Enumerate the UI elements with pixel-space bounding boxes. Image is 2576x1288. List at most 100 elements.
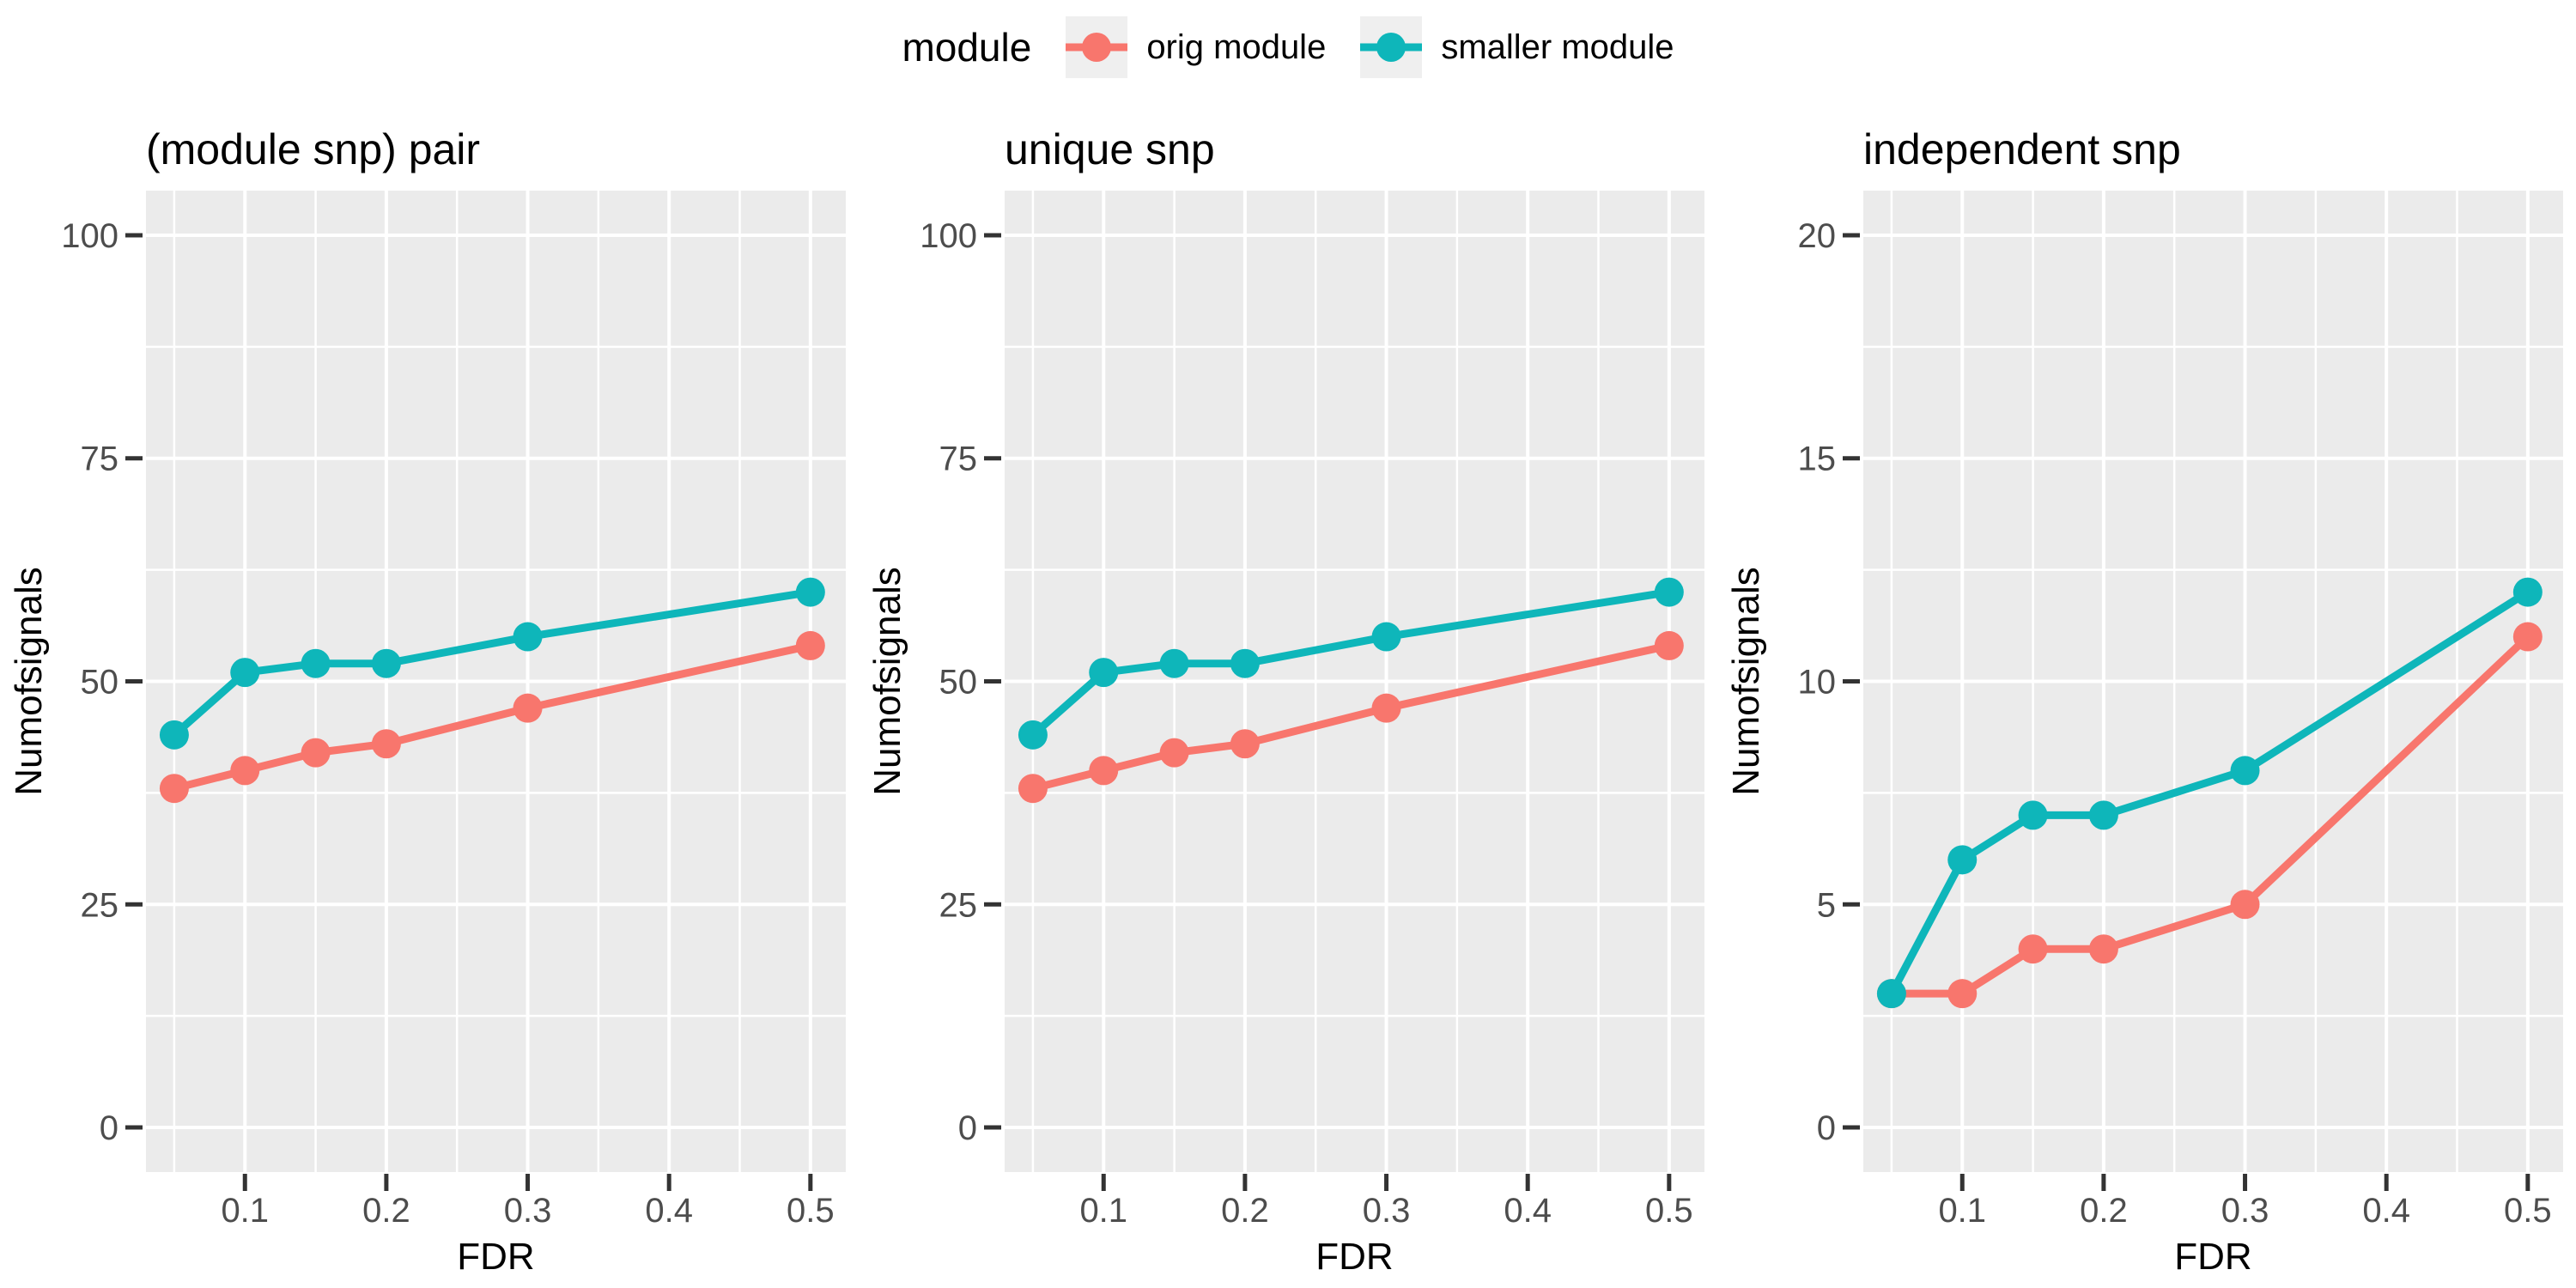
chart-independent-snp: independent snp 0 5 10 15 20 0.1 0.2 0.3 0.4 0.5 FD… [1725, 125, 2563, 1278]
series-orig-module [159, 630, 825, 804]
axis-ticks: 0 5 10 15 20 0.1 0.2 0.3 0.4 0.5 [1798, 217, 2552, 1230]
x-tick-label: 0.4 [2362, 1192, 2410, 1230]
data-point [1230, 729, 1260, 759]
y-tick-label: 10 [1798, 664, 1837, 702]
legend-key-orig-module [1066, 16, 1128, 78]
data-point [2088, 800, 2118, 830]
x-tick-label: 0.3 [504, 1192, 552, 1230]
data-point [1089, 658, 1119, 688]
data-point [1089, 756, 1119, 786]
y-tick-label: 50 [939, 664, 978, 702]
major-gridlines [1005, 191, 1704, 1172]
panel-title: (module snp) pair [146, 125, 480, 173]
data-point [1371, 693, 1401, 723]
panel-title: independent snp [1863, 125, 2181, 173]
major-gridlines [146, 191, 846, 1172]
x-axis-title: FDR [1315, 1236, 1393, 1278]
x-tick-label: 0.1 [221, 1192, 269, 1230]
data-point [1654, 577, 1684, 607]
data-point [2088, 934, 2118, 964]
data-point [301, 648, 331, 678]
data-point [1230, 648, 1260, 678]
chart-unique-snp: unique snp 0 25 50 75 100 0.1 0.2 0.3 0.4 0.5 FDR Nu… [866, 125, 1704, 1278]
data-point [795, 577, 825, 607]
x-tick-label: 0.2 [362, 1192, 410, 1230]
data-point [2230, 756, 2260, 786]
x-axis-title: FDR [2174, 1236, 2251, 1278]
panel-unique-snp: unique snp 0 25 50 75 100 0.1 0.2 0.3 0.4 0.5 FDR Nu… [859, 94, 1717, 1288]
x-tick-label: 0.4 [1504, 1192, 1552, 1230]
data-point [1018, 720, 1048, 750]
x-tick-label: 0.5 [2504, 1192, 2552, 1230]
panel-independent-snp: independent snp 0 5 10 15 20 0.1 0.2 0.3 0.4 0.5 FD… [1717, 94, 2576, 1288]
x-axis-title: FDR [457, 1236, 534, 1278]
data-point [2230, 890, 2260, 920]
y-tick-label: 0 [1817, 1109, 1836, 1147]
legend-key-smaller-module [1360, 16, 1423, 78]
legend-glyph-line-point-icon [1360, 33, 1423, 62]
data-point [1018, 774, 1048, 804]
data-point [1159, 648, 1189, 678]
legend-glyph-line-point-icon [1066, 33, 1128, 62]
data-point [301, 738, 331, 768]
data-point [159, 774, 189, 804]
y-tick-label: 100 [61, 217, 118, 255]
y-tick-label: 5 [1817, 886, 1836, 924]
data-point [371, 648, 401, 678]
data-point [1371, 622, 1401, 652]
data-point [795, 630, 825, 660]
data-point [1947, 979, 1978, 1009]
y-tick-label: 20 [1798, 217, 1837, 255]
series-smaller-module [1018, 577, 1684, 750]
axis-ticks: 0 25 50 75 100 0.1 0.2 0.3 0.4 0.5 [61, 217, 834, 1230]
y-tick-label: 25 [81, 886, 119, 924]
y-axis-title: Numofsignals [1725, 567, 1767, 796]
legend-key-point [1376, 33, 1406, 62]
data-point [1159, 738, 1189, 768]
y-tick-label: 0 [958, 1109, 977, 1147]
y-tick-label: 75 [939, 440, 978, 478]
data-point [2018, 800, 2048, 830]
y-tick-label: 100 [920, 217, 977, 255]
data-point [159, 720, 189, 750]
y-tick-label: 15 [1798, 440, 1837, 478]
series-smaller-module [1876, 577, 2543, 1009]
data-point [371, 729, 401, 759]
panel-module-snp-pair: (module snp) pair 0 25 50 75 100 0.1 0.2 0.3 0.4 0… [0, 94, 859, 1288]
data-point [513, 622, 543, 652]
data-point [2512, 622, 2543, 652]
x-tick-label: 0.2 [1221, 1192, 1269, 1230]
x-tick-label: 0.3 [2221, 1192, 2269, 1230]
series-line [1887, 588, 2530, 996]
data-point [513, 693, 543, 723]
y-axis-title: Numofsignals [866, 567, 908, 796]
series-line [1030, 588, 1670, 738]
data-point [1947, 845, 1978, 875]
legend-item-orig-module: orig module [1066, 16, 1326, 78]
legend-title: module [902, 25, 1032, 70]
series-smaller-module [159, 577, 825, 750]
data-point [230, 658, 260, 688]
data-point [2018, 934, 2048, 964]
data-point [1654, 630, 1684, 660]
legend-key-point [1082, 33, 1112, 62]
x-tick-label: 0.1 [1079, 1192, 1127, 1230]
x-tick-label: 0.2 [2080, 1192, 2128, 1230]
x-tick-label: 0.3 [1363, 1192, 1411, 1230]
y-tick-label: 0 [100, 1109, 118, 1147]
legend-label-orig-module: orig module [1146, 27, 1327, 66]
y-tick-label: 25 [939, 886, 978, 924]
y-axis-title: Numofsignals [8, 567, 50, 796]
legend-label-smaller-module: smaller module [1441, 27, 1674, 66]
x-tick-label: 0.1 [1938, 1192, 1986, 1230]
charts-row: (module snp) pair 0 25 50 75 100 0.1 0.2 0.3 0.4 0… [0, 94, 2576, 1288]
legend: module orig module smaller module [0, 0, 2576, 94]
y-tick-label: 50 [81, 664, 119, 702]
y-tick-label: 75 [81, 440, 119, 478]
major-gridlines [1863, 191, 2563, 1172]
series-line [171, 588, 811, 738]
axis-ticks: 0 25 50 75 100 0.1 0.2 0.3 0.4 0.5 [920, 217, 1692, 1230]
legend-item-smaller-module: smaller module [1360, 16, 1674, 78]
x-tick-label: 0.5 [1645, 1192, 1693, 1230]
